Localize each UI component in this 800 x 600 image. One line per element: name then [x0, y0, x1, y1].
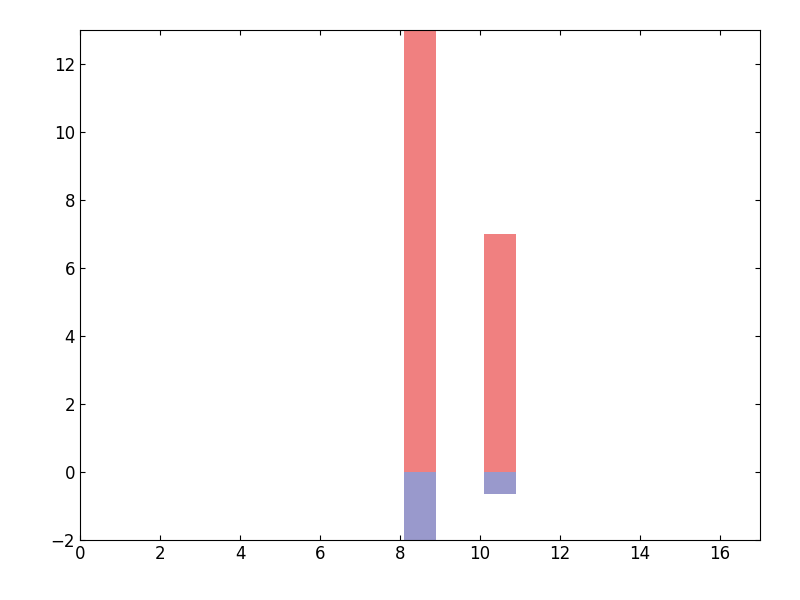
Bar [404, 472, 436, 540]
Bar [484, 472, 516, 494]
Bar [484, 234, 516, 472]
Bar [404, 30, 436, 472]
